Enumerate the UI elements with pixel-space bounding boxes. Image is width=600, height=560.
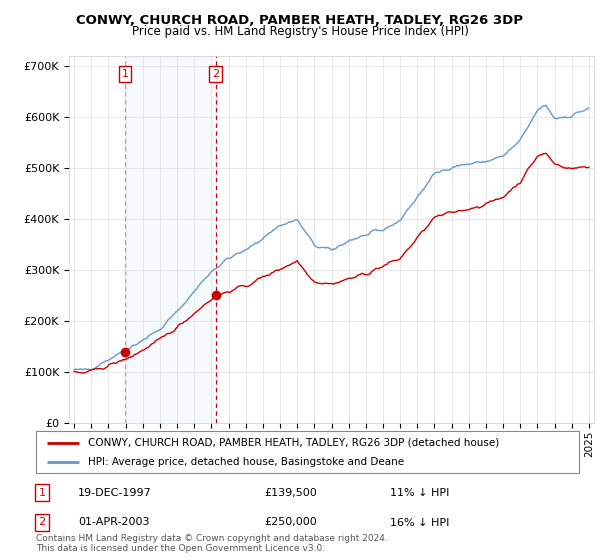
Text: 2: 2 — [38, 517, 46, 528]
FancyBboxPatch shape — [36, 431, 579, 473]
Text: £139,500: £139,500 — [264, 488, 317, 498]
Text: 01-APR-2003: 01-APR-2003 — [78, 517, 149, 528]
Text: £250,000: £250,000 — [264, 517, 317, 528]
Text: CONWY, CHURCH ROAD, PAMBER HEATH, TADLEY, RG26 3DP: CONWY, CHURCH ROAD, PAMBER HEATH, TADLEY… — [77, 14, 523, 27]
Text: CONWY, CHURCH ROAD, PAMBER HEATH, TADLEY, RG26 3DP (detached house): CONWY, CHURCH ROAD, PAMBER HEATH, TADLEY… — [88, 437, 499, 447]
Bar — [125, 56, 215, 423]
Text: 1: 1 — [122, 69, 128, 79]
Text: 19-DEC-1997: 19-DEC-1997 — [78, 488, 152, 498]
Text: Price paid vs. HM Land Registry's House Price Index (HPI): Price paid vs. HM Land Registry's House … — [131, 25, 469, 38]
Text: 16% ↓ HPI: 16% ↓ HPI — [390, 517, 449, 528]
Text: HPI: Average price, detached house, Basingstoke and Deane: HPI: Average price, detached house, Basi… — [88, 457, 404, 467]
Text: 2: 2 — [212, 69, 219, 79]
Text: Contains HM Land Registry data © Crown copyright and database right 2024.
This d: Contains HM Land Registry data © Crown c… — [36, 534, 388, 553]
Text: 11% ↓ HPI: 11% ↓ HPI — [390, 488, 449, 498]
Text: 1: 1 — [38, 488, 46, 498]
